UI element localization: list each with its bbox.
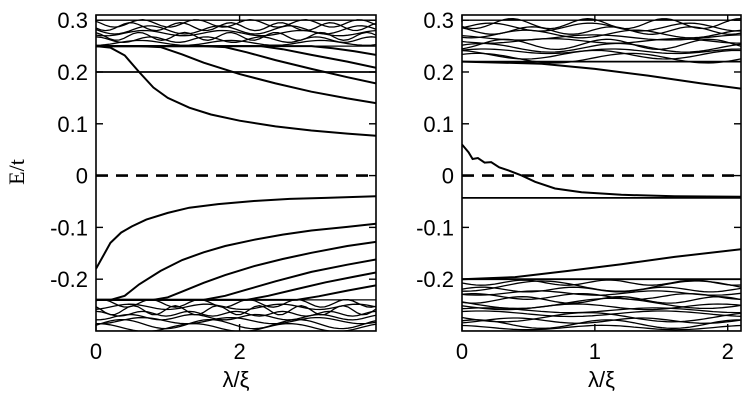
x-tick-label: 1 bbox=[589, 339, 601, 364]
lower-band-level bbox=[462, 310, 741, 318]
x-axis-label: λ/ξ bbox=[588, 367, 615, 392]
upper-band-level bbox=[462, 18, 741, 30]
plot-area bbox=[96, 19, 376, 331]
lower-band bbox=[462, 278, 741, 331]
upper-band-level bbox=[96, 36, 376, 44]
series-line bbox=[96, 284, 376, 301]
right-panel: -0.2 -0.1 0 0.1 0.2 0.3 0 1 2 λ/ξ bbox=[416, 8, 742, 392]
lower-band-level bbox=[462, 280, 741, 292]
plot-area bbox=[462, 18, 741, 331]
series-line bbox=[462, 143, 741, 198]
series-line bbox=[462, 248, 741, 281]
upper-band-level bbox=[462, 42, 741, 53]
lower-band-level bbox=[462, 303, 741, 311]
y-tick-label: 0.3 bbox=[423, 8, 454, 33]
upper-band bbox=[96, 19, 376, 47]
lower-band-level bbox=[462, 290, 741, 296]
y-tick-label: 0.1 bbox=[423, 112, 454, 137]
lower-band-level bbox=[462, 324, 741, 331]
series-line bbox=[96, 195, 376, 270]
upper-band-level bbox=[462, 49, 741, 60]
lower-band-level bbox=[96, 313, 376, 321]
lower-band-level bbox=[96, 298, 376, 308]
x-tick-label: 2 bbox=[233, 339, 245, 364]
series-line bbox=[96, 45, 376, 137]
y-axis-label: E/t bbox=[4, 159, 29, 185]
series-line bbox=[462, 60, 741, 90]
lower-band-level bbox=[96, 303, 376, 311]
upper-band-level bbox=[462, 48, 741, 55]
upper-band-level bbox=[96, 39, 376, 46]
lower-band-level bbox=[462, 317, 741, 324]
y-tick-label: -0.1 bbox=[416, 215, 454, 240]
lower-band-level bbox=[462, 279, 741, 286]
y-tick-label: -0.2 bbox=[416, 267, 454, 292]
series-line bbox=[96, 45, 376, 85]
left-panel: -0.2 -0.1 0 0.1 0.2 0.3 0 2 λ/ξ bbox=[50, 8, 377, 392]
upper-band-level bbox=[462, 22, 741, 32]
lower-band-level bbox=[462, 319, 741, 329]
y-tick-label: -0.2 bbox=[50, 267, 88, 292]
lower-band-level bbox=[462, 297, 741, 310]
y-tick-label: 0.1 bbox=[57, 112, 88, 137]
upper-band-level bbox=[96, 29, 376, 37]
y-tick-label: 0.2 bbox=[57, 60, 88, 85]
y-tick-label: 0 bbox=[442, 164, 454, 189]
plot-frame bbox=[461, 14, 742, 332]
x-tick-label: 0 bbox=[456, 339, 468, 364]
y-tick-label: 0.3 bbox=[57, 8, 88, 33]
lower-band bbox=[96, 298, 376, 331]
upper-band bbox=[462, 18, 741, 64]
lower-band-level bbox=[96, 310, 376, 317]
y-tick-label: -0.1 bbox=[50, 215, 88, 240]
lower-band-level bbox=[462, 311, 741, 323]
upper-band-level bbox=[462, 29, 741, 39]
lower-band-level bbox=[96, 318, 376, 330]
series-line bbox=[96, 45, 376, 56]
y-tick-label: 0.2 bbox=[423, 60, 454, 85]
series-line bbox=[96, 240, 376, 301]
y-tick-label: 0 bbox=[76, 164, 88, 189]
x-axis-label: λ/ξ bbox=[223, 367, 250, 392]
x-tick-label: 0 bbox=[90, 339, 102, 364]
lower-band-level bbox=[462, 296, 741, 304]
series-line bbox=[96, 222, 376, 301]
lower-band-level bbox=[96, 305, 376, 316]
plot-frame bbox=[95, 14, 377, 332]
x-tick-label: 2 bbox=[722, 339, 734, 364]
